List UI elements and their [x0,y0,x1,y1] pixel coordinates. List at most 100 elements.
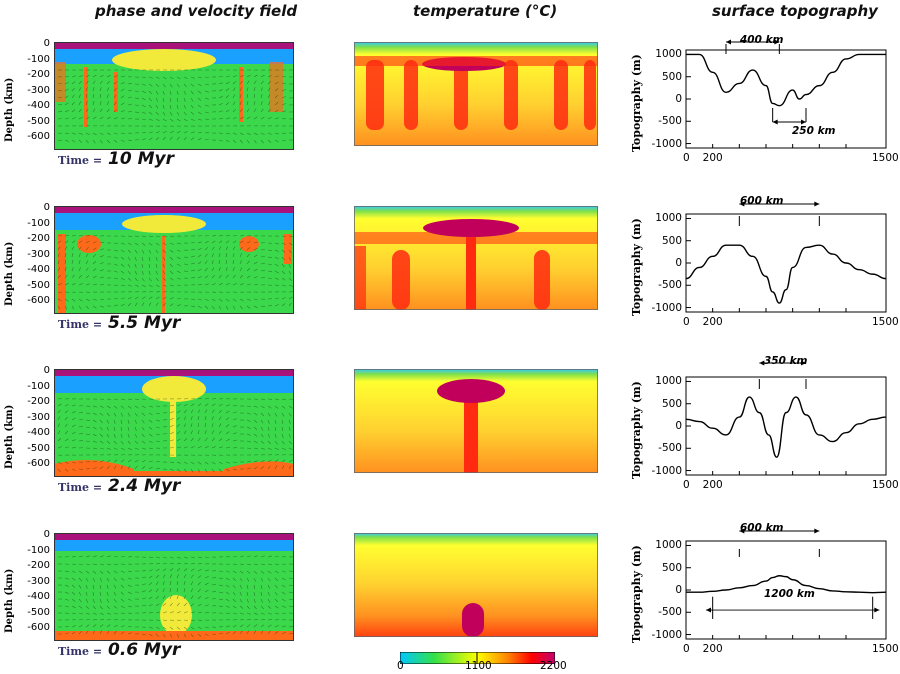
topography-y-tick-label: -500 [658,442,682,455]
topography-y-tick-label: -1000 [651,137,682,150]
depth-tick: -400 [27,427,50,438]
topography-x-tick-label: 0 [683,316,690,328]
topography-series-line [686,53,886,107]
topography-y-tick-label: 0 [675,584,682,596]
time-label: Time = [58,318,103,331]
topography-series-line [685,396,887,458]
depth-tick: -300 [27,411,50,423]
topography-x-tick-label: 200 [702,479,723,491]
width-annotation-label: 350 km [764,355,808,367]
topography-x-tick-label: 1500 [872,152,899,164]
depth-tick: -200 [27,69,50,80]
topography-y-tick-label: 0 [675,257,682,269]
depth-tick: -200 [27,233,50,244]
depth-tick: 0 [43,202,50,213]
topography-y-tick-label: 500 [661,397,682,410]
colorbar-tick-0: 0 [397,660,404,672]
phase-velocity-panel [54,42,294,150]
depth-tick: -200 [27,560,50,571]
topography-y-tick-label: -1000 [651,301,682,314]
time-value: 0.6 Myr [108,640,181,660]
depth-tick: -500 [27,115,50,127]
depth-tick: -400 [27,591,50,602]
temperature-column-title: temperature (°C) [413,2,558,20]
width-annotation-label: 600 km [740,522,784,534]
width-arrow-600km-head [814,528,820,534]
depth-tick: -600 [27,622,50,633]
width-arrow-600km-head [739,201,745,207]
topography-x-tick-label: 1500 [872,643,899,655]
topography-y-tick-label: 1000 [655,375,682,388]
depth-tick: -100 [27,544,50,556]
topography-y-tick-label: -500 [658,115,682,128]
depth-tick: -400 [27,100,50,111]
topography-series-line [685,575,887,594]
topography-x-tick-label: 0 [683,479,690,491]
time-label: Time = [58,645,103,658]
width-annotation-label: 1200 km [764,588,815,600]
depth-tick: -100 [27,380,50,392]
topography-axes-frame [685,213,887,313]
width-arrow-400km-head [774,39,780,45]
topography-x-tick-label: 200 [702,316,723,328]
temperature-panel [354,533,598,637]
depth-tick: -500 [27,279,50,291]
time-label: Time = [58,154,103,167]
topography-y-tick-label: 0 [675,420,682,432]
topography-series-line [685,244,887,304]
depth-tick: -600 [27,131,50,142]
depth-tick: -400 [27,264,50,275]
width-arrow-1200km-head [706,607,711,613]
temperature-colorbar [400,652,555,664]
depth-tick: -500 [27,442,50,454]
phase-column-title: phase and velocity field [95,2,298,20]
time-value: 2.4 Myr [108,476,181,496]
topography-axes-frame [685,376,887,476]
time-value: 10 Myr [108,149,174,169]
width-arrow-350km-head [801,360,806,366]
topography-y-tick-label: -500 [658,279,682,292]
topography-chart [685,360,887,476]
topography-chart [685,201,887,313]
depth-tick: 0 [43,38,50,49]
width-arrow-1200km-head [874,607,880,613]
depth-tick: -300 [27,84,50,96]
phase-velocity-panel [54,533,294,641]
time-label: Time = [58,481,103,494]
width-annotation-label: 250 km [792,125,836,137]
depth-tick: 0 [43,529,50,540]
width-arrow-250km-head [772,119,778,125]
topography-y-tick-label: -1000 [651,464,682,477]
depth-tick: -600 [27,458,50,469]
temperature-panel [354,42,598,146]
colorbar-tick-1100: 1100 [465,660,492,672]
topography-x-tick-label: 200 [702,643,723,655]
temperature-panel [354,369,598,473]
phase-velocity-panel [54,369,294,477]
colorbar-tick-2200: 2200 [540,660,567,672]
width-arrow-600km-head [739,528,745,534]
width-arrow-350km-head [759,360,765,366]
topography-y-tick-label: -500 [658,606,682,619]
topography-x-tick-label: 1500 [872,316,899,328]
topography-y-tick-label: 0 [675,93,682,105]
topography-x-tick-label: 200 [702,152,723,164]
depth-tick: 0 [43,365,50,376]
depth-tick: -500 [27,606,50,618]
topography-x-tick-label: 1500 [872,479,899,491]
width-arrow-400km-head [726,39,731,45]
topography-x-tick-label: 0 [683,643,690,655]
depth-tick: -100 [27,217,50,229]
topography-y-tick-label: 500 [661,70,682,83]
topography-x-tick-label: 0 [683,152,690,164]
depth-tick: -100 [27,53,50,65]
topography-y-tick-label: 500 [661,561,682,574]
phase-velocity-panel [54,206,294,314]
depth-tick: -300 [27,575,50,587]
width-annotation-label: 600 km [740,195,784,207]
width-arrow-600km-head [814,201,820,207]
topography-y-tick-label: 1000 [655,539,682,552]
depth-tick: -200 [27,396,50,407]
depth-tick: -600 [27,295,50,306]
topography-column-title: surface topography [712,2,878,20]
